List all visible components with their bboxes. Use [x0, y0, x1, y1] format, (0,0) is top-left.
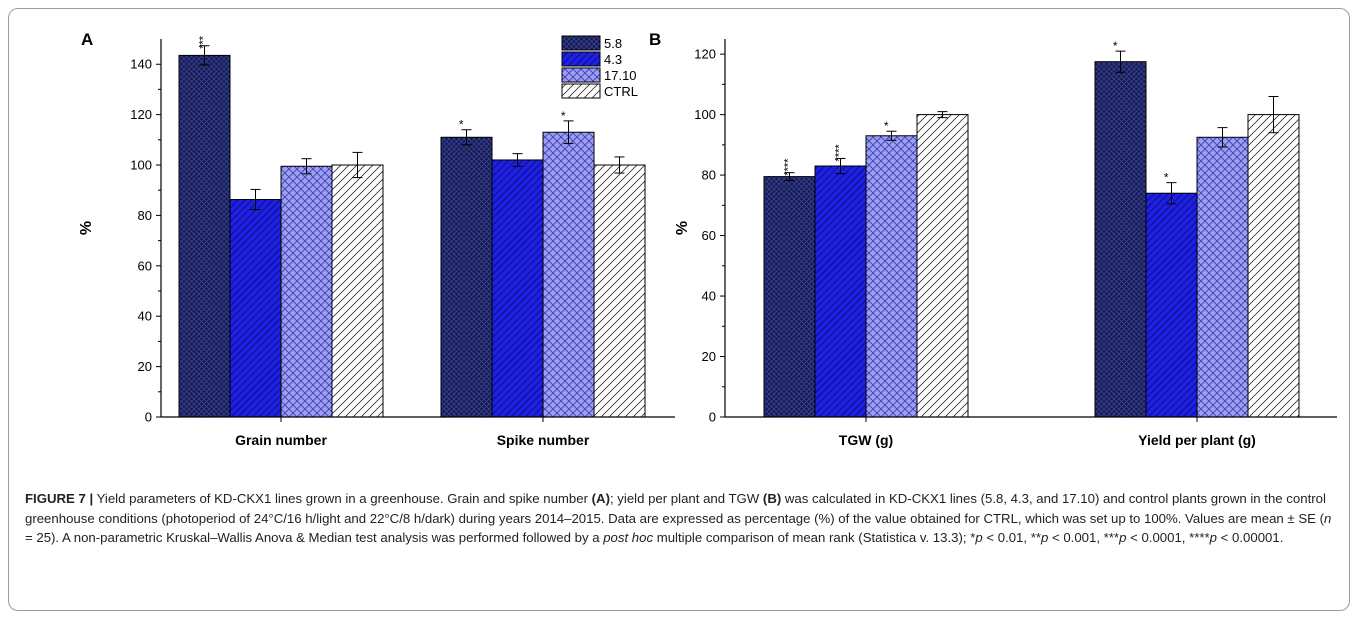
- caption-ref-b: (B): [762, 491, 782, 506]
- y-tick-label: 100: [694, 107, 716, 122]
- bar: [229, 199, 282, 418]
- caption-post-hoc: post hoc: [603, 530, 654, 545]
- y-axis-label: %: [78, 221, 95, 235]
- legend-label: 5.8: [604, 36, 622, 51]
- bar: [865, 135, 918, 418]
- y-tick-label: 140: [130, 57, 152, 72]
- y-tick-label: 120: [694, 47, 716, 62]
- panel-label: A: [81, 30, 93, 49]
- bar: [1247, 114, 1300, 418]
- bar: [916, 114, 969, 418]
- y-tick-label: 0: [709, 410, 716, 425]
- y-tick-label: 80: [702, 168, 716, 183]
- caption-text-9: < 0.00001.: [1217, 530, 1284, 545]
- bar: [280, 165, 333, 418]
- figure-caption: FIGURE 7 | Yield parameters of KD-CKX1 l…: [25, 489, 1335, 548]
- bar: [491, 159, 544, 418]
- significance-label: *: [1113, 39, 1118, 53]
- caption-text-3: was calculated in KD-CKX1 lines (5.8, 4.…: [25, 491, 1326, 526]
- caption-text-8: < 0.0001, ****: [1126, 530, 1210, 545]
- bar: [331, 164, 384, 418]
- caption-n: n: [1323, 510, 1332, 526]
- caption-p4: p: [1209, 530, 1217, 545]
- significance-label: ***: [198, 35, 210, 49]
- caption-text-7: < 0.001, ***: [1048, 530, 1120, 545]
- y-tick-label: 60: [702, 228, 716, 243]
- bar: [593, 164, 646, 418]
- y-axis-label: %: [674, 221, 691, 235]
- legend-label: 4.3: [604, 52, 622, 67]
- significance-label: *: [561, 109, 566, 123]
- figure-frame: A *** * * 0 20 40 60 80 100 120 140% Grain number Spi…: [8, 8, 1350, 611]
- legend-swatch: [561, 83, 601, 99]
- y-tick-label: 120: [130, 107, 152, 122]
- category-label: Yield per plant (g): [1138, 432, 1256, 448]
- caption-p1: p: [975, 530, 983, 545]
- caption-label: FIGURE 7 |: [25, 491, 94, 506]
- bar: [1145, 192, 1198, 418]
- caption-text-1: Yield parameters of KD-CKX1 lines grown …: [93, 491, 592, 506]
- legend-swatch: [561, 51, 601, 67]
- caption-text-4: = 25). A non-parametric Kruskal–Wallis A…: [25, 530, 604, 545]
- legend-label: CTRL: [604, 84, 638, 99]
- significance-label: *: [1164, 171, 1169, 185]
- category-label: Spike number: [497, 432, 590, 448]
- significance-label: ****: [783, 158, 795, 176]
- panel-label: B: [649, 30, 661, 49]
- y-tick-label: 60: [138, 258, 152, 273]
- legend-label: 17.10: [604, 68, 637, 83]
- caption-text-2: ; yield per plant and TGW: [609, 491, 763, 506]
- caption-p2: p: [1040, 530, 1049, 545]
- caption-text-6: < 0.01, **: [982, 530, 1041, 545]
- category-label: Grain number: [235, 432, 327, 448]
- y-tick-label: 0: [145, 410, 152, 425]
- bar: [763, 176, 816, 418]
- y-tick-label: 80: [138, 208, 152, 223]
- significance-label: ****: [834, 144, 846, 162]
- caption-p3: p: [1119, 530, 1127, 545]
- y-tick-label: 20: [138, 359, 152, 374]
- category-label: TGW (g): [839, 432, 893, 448]
- y-tick-label: 100: [130, 158, 152, 173]
- legend-swatch: [561, 67, 601, 83]
- y-tick-label: 20: [702, 349, 716, 364]
- bar: [1196, 136, 1249, 418]
- bar: [542, 131, 595, 418]
- bar: [814, 165, 867, 418]
- significance-label: *: [884, 119, 889, 133]
- significance-label: *: [459, 118, 464, 132]
- caption-text-5: multiple comparison of mean rank (Statis…: [653, 530, 976, 545]
- bar: [440, 136, 493, 418]
- legend-swatch: [561, 35, 601, 51]
- bar: [1094, 61, 1147, 418]
- bar: [178, 54, 231, 418]
- caption-ref-a: (A): [591, 491, 610, 506]
- y-tick-label: 40: [702, 289, 716, 304]
- y-tick-label: 40: [138, 309, 152, 324]
